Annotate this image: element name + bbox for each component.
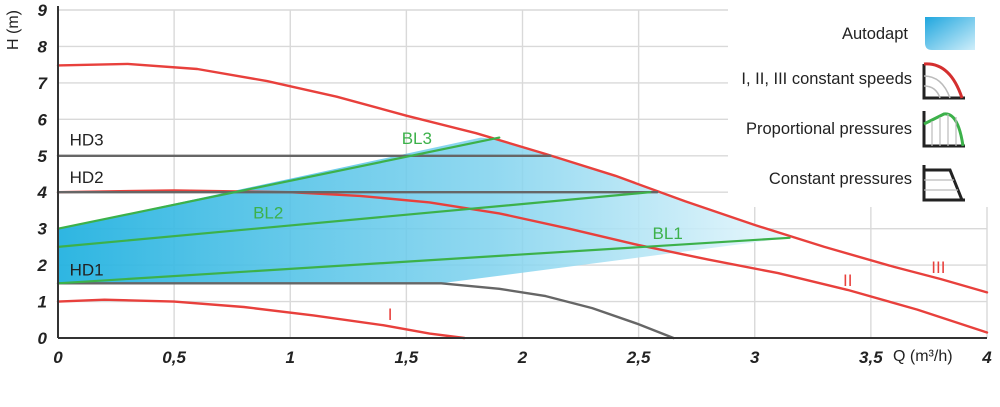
- y-axis-title: H (m): [5, 10, 22, 50]
- curve-label-hd1: HD1: [70, 260, 104, 279]
- series-line-i: [56, 298, 466, 340]
- proportional-pressure-icon: [922, 111, 965, 148]
- x-tick-label: 2,5: [626, 348, 651, 367]
- autoadapt-swatch-icon: [925, 17, 975, 50]
- y-tick-label: 9: [38, 1, 48, 20]
- x-tick-label: 0,5: [162, 348, 186, 367]
- x-tick-label: 2: [517, 348, 528, 367]
- y-tick-label: 1: [38, 293, 47, 312]
- x-tick-label: 3,5: [859, 348, 883, 367]
- constant-speed-icon: [922, 62, 965, 100]
- curve-label-hd2: HD2: [70, 168, 104, 187]
- x-tick-label: 1,5: [395, 348, 419, 367]
- curve-label-bl3: BL3: [402, 129, 432, 148]
- y-tick-label: 4: [37, 183, 48, 202]
- curve-label-hd3: HD3: [70, 131, 104, 150]
- series-layer: [56, 62, 989, 340]
- curve-label-i: I: [388, 305, 393, 324]
- x-tick-label: 0: [53, 348, 63, 367]
- y-tick-label: 8: [38, 37, 48, 56]
- series-line-bl2: [56, 191, 652, 248]
- curve-label-ii: II: [843, 271, 852, 290]
- series-line-iii: [56, 62, 989, 294]
- curve-label-bl1: BL1: [653, 224, 683, 243]
- y-tick-label: 0: [38, 329, 48, 348]
- x-tick-label: 1: [286, 348, 295, 367]
- legend-label-proportional: Proportional pressures: [746, 120, 912, 138]
- legend-label-constant-pressures: Constant pressures: [769, 170, 912, 188]
- y-tick-label: 7: [38, 74, 49, 93]
- series-line-bl3: [56, 136, 501, 230]
- legend-label-autoadapt: Autodapt: [842, 25, 908, 43]
- y-tick-label: 3: [38, 220, 48, 239]
- constant-pressure-icon: [922, 165, 965, 202]
- y-tick-label: 5: [38, 147, 48, 166]
- x-tick-label: 4: [981, 348, 992, 367]
- curve-label-bl2: BL2: [253, 203, 283, 222]
- curve-label-iii: III: [931, 258, 945, 277]
- axes: 0 1 2 3 4 5 6 7 8 9 0 0,5 1 1,5 2 2,5 3 3,5 4: [37, 1, 993, 367]
- x-axis-title: Q (m³/h): [893, 348, 953, 365]
- series-line-hd1: [56, 282, 675, 340]
- x-tick-label: 3: [750, 348, 760, 367]
- legend: Autodapt I, II, III constant speeds Prop…: [728, 4, 990, 207]
- y-tick-label: 2: [37, 256, 48, 275]
- legend-label-constant-speeds: I, II, III constant speeds: [741, 70, 912, 88]
- series-line-bl1: [56, 236, 791, 285]
- y-tick-label: 6: [38, 110, 48, 129]
